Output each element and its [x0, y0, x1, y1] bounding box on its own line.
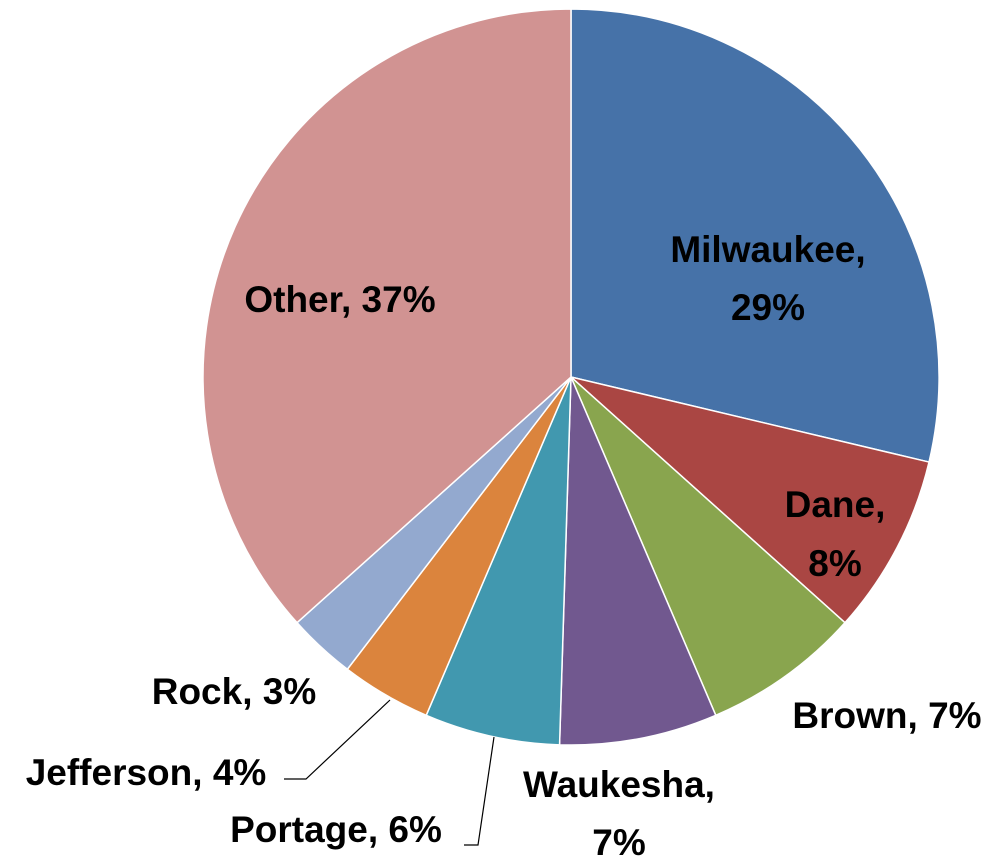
slice-label-line: 29% — [731, 287, 805, 328]
slice-label-line: Rock, 3% — [152, 671, 317, 712]
slice-label-milwaukee: Milwaukee, 29% — [670, 229, 865, 328]
pie-slice-milwaukee — [570, 8, 940, 463]
slice-label-jefferson: Jefferson, 4% — [26, 752, 267, 793]
pie-slices — [202, 8, 940, 746]
slice-label-line: Jefferson, 4% — [26, 752, 267, 793]
slice-label-line: Portage, 6% — [230, 809, 442, 850]
slice-labels: Milwaukee, 29% Dane, 8% Brown, 7% Waukesha, 7%… — [26, 229, 982, 860]
slice-label-other: Other, 37% — [244, 279, 435, 320]
slice-label-dane: Dane, 8% — [785, 484, 886, 584]
leader-line-portage — [464, 736, 495, 846]
slice-label-brown: Brown, 7% — [792, 695, 981, 736]
slice-label-line: Milwaukee, — [670, 229, 865, 270]
slice-label-portage: Portage, 6% — [230, 809, 442, 850]
pie-slice-brown — [570, 376, 846, 717]
slice-label-line: 7% — [592, 822, 645, 860]
leader-lines — [284, 699, 495, 846]
pie-slice-waukesha — [558, 376, 717, 746]
slice-label-waukesha: Waukesha, 7% — [523, 764, 715, 860]
leader-line-jefferson — [284, 699, 391, 780]
slice-label-rock: Rock, 3% — [152, 671, 317, 712]
slice-label-line: Brown, 7% — [792, 695, 981, 736]
slice-label-line: 8% — [808, 543, 861, 584]
slice-label-line: Other, 37% — [244, 279, 435, 320]
pie-slice-other — [202, 8, 572, 624]
pie-slice-dane — [570, 376, 930, 624]
slice-label-line: Dane, — [785, 484, 886, 525]
slice-label-line: Waukesha, — [523, 764, 715, 805]
pie-slice-portage — [425, 376, 572, 746]
